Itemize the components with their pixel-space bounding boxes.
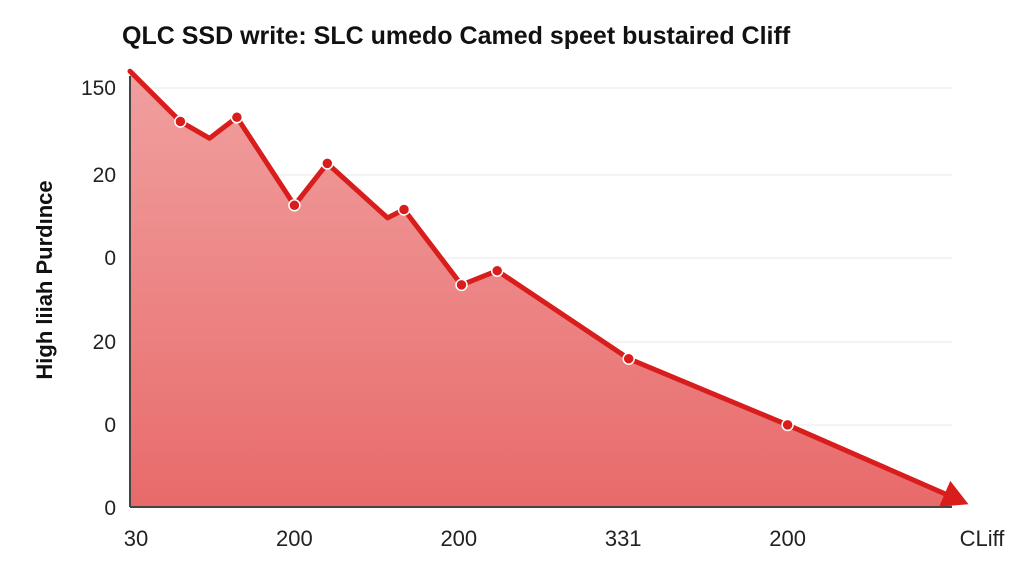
chart-title: QLC SSD write: SLC umedo Camed speet bus…	[122, 22, 791, 50]
y-tick-label: 20	[93, 331, 116, 354]
series-area	[130, 71, 952, 507]
data-point	[288, 199, 301, 212]
data-point	[230, 111, 244, 124]
y-tick-label: 150	[81, 77, 116, 100]
data-point	[455, 278, 468, 292]
series-arrowhead	[939, 480, 969, 507]
x-tick-label: 200	[769, 526, 806, 551]
x-tick-label: 200	[440, 526, 477, 551]
y-tick-label: 0	[104, 414, 116, 437]
data-point	[490, 264, 504, 277]
markers	[174, 111, 794, 432]
data-point	[781, 418, 794, 432]
x-tick-label: 331	[605, 526, 642, 551]
y-tick-label: 20	[93, 164, 116, 187]
y-tick-label: 0	[104, 247, 116, 270]
axes	[129, 76, 952, 508]
x-tick-label: 200	[276, 526, 313, 551]
x-tick-label: 30	[124, 526, 148, 551]
y-tick-label: 0	[104, 497, 116, 520]
area-layer	[130, 71, 952, 507]
data-point	[622, 352, 635, 365]
data-point	[321, 157, 334, 170]
x-tick-label: CLiff	[960, 526, 1006, 551]
data-point	[397, 203, 411, 216]
data-point	[174, 115, 187, 128]
